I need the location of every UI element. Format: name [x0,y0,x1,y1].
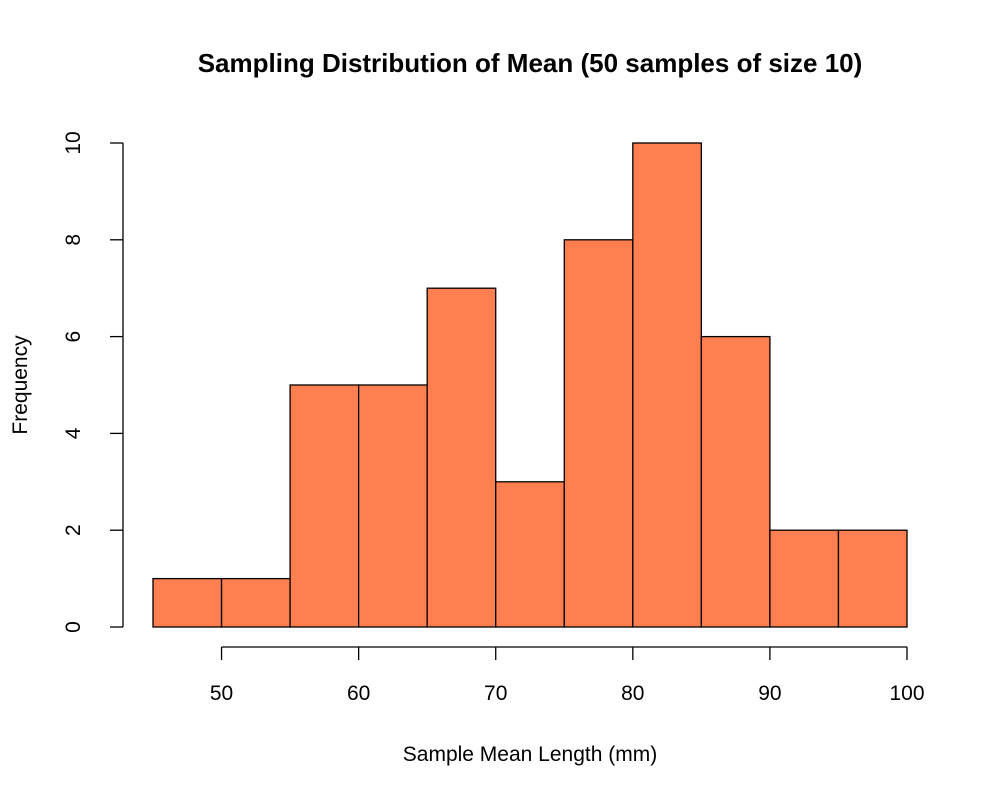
histogram-bar-11 [837,529,908,628]
histogram-bar-8 [632,142,703,628]
x-tick-label: 50 [210,682,233,705]
histogram-bar-4 [357,384,428,628]
x-tick-label: 70 [484,682,507,705]
y-tick-label: 4 [62,427,85,439]
histogram-bar-7 [563,239,634,628]
x-tick-label: 80 [621,682,644,705]
histogram-bar-10 [769,529,840,628]
chart-title: Sampling Distribution of Mean (50 sample… [198,48,863,78]
bars-group [152,142,908,628]
histogram-bar-3 [289,384,360,628]
x-axis: 50 60 70 80 90 100 [210,646,925,705]
x-tick-label: 60 [347,682,370,705]
x-tick-label: 90 [758,682,781,705]
y-axis: 0 2 4 6 8 10 [62,131,124,633]
y-tick-label: 0 [62,621,85,633]
histogram-bar-9 [700,335,771,628]
x-axis-label: Sample Mean Length (mm) [403,743,657,766]
y-tick-label: 6 [62,331,85,343]
y-tick-label: 10 [62,131,85,154]
histogram-bar-5 [426,287,497,628]
histogram-bar-2 [220,577,291,628]
histogram-bar-6 [495,481,565,628]
y-tick-label: 8 [62,234,85,246]
histogram-bar-1 [152,577,223,628]
y-tick-label: 2 [62,524,85,536]
y-axis-label: Frequency [9,335,32,435]
x-tick-label: 100 [889,682,924,705]
